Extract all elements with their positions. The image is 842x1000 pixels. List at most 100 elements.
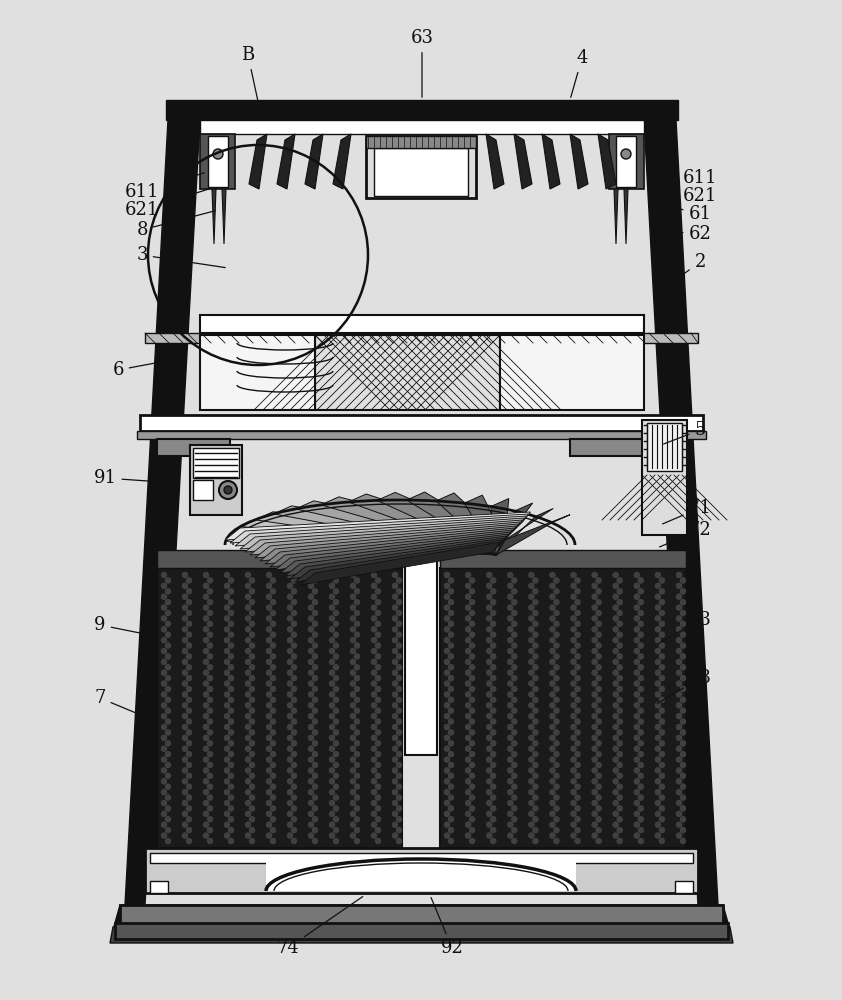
Circle shape [490,610,496,616]
Circle shape [616,795,623,801]
Circle shape [595,577,602,583]
Circle shape [592,800,598,806]
Circle shape [392,691,398,697]
Circle shape [375,653,381,659]
Circle shape [490,577,496,583]
Circle shape [486,724,493,730]
Circle shape [350,605,356,611]
Circle shape [613,713,619,719]
Bar [150,881,168,893]
Circle shape [595,805,602,811]
Polygon shape [145,120,200,890]
Circle shape [511,827,517,833]
Circle shape [249,686,255,692]
Circle shape [165,784,171,790]
Circle shape [676,583,682,589]
Circle shape [287,757,293,763]
Circle shape [224,681,230,687]
Circle shape [186,719,192,725]
Circle shape [659,805,665,811]
Circle shape [396,643,402,649]
Circle shape [354,827,360,833]
Circle shape [371,724,377,730]
Circle shape [613,767,619,773]
Polygon shape [296,501,505,555]
Polygon shape [157,439,230,456]
Circle shape [329,583,335,589]
Circle shape [396,664,402,670]
Circle shape [616,599,623,605]
Circle shape [329,833,335,839]
Circle shape [613,583,619,589]
Circle shape [266,670,272,676]
Circle shape [287,800,293,806]
Circle shape [448,686,454,692]
Circle shape [219,481,237,499]
Circle shape [592,572,598,578]
Circle shape [490,751,496,757]
Circle shape [571,800,577,806]
Circle shape [350,822,356,828]
Circle shape [333,708,339,714]
Circle shape [392,746,398,752]
Circle shape [676,670,682,676]
Circle shape [444,637,450,643]
Circle shape [655,746,661,752]
Circle shape [329,757,335,763]
Circle shape [224,637,230,643]
Circle shape [245,724,251,730]
Bar [440,568,686,848]
Circle shape [308,724,314,730]
Circle shape [550,822,556,828]
Circle shape [616,577,623,583]
Circle shape [396,653,402,659]
Circle shape [448,697,454,703]
Circle shape [165,838,171,844]
Circle shape [165,708,171,714]
Circle shape [469,577,475,583]
Circle shape [550,778,556,784]
Circle shape [511,762,517,768]
Circle shape [371,594,377,600]
Circle shape [396,751,402,757]
Circle shape [228,686,234,692]
Circle shape [638,643,644,649]
Circle shape [676,789,682,795]
Circle shape [207,816,213,822]
Circle shape [224,833,230,839]
Circle shape [634,800,640,806]
Text: 611: 611 [668,169,717,187]
Bar [115,923,728,939]
Circle shape [532,762,538,768]
Circle shape [270,588,276,594]
Circle shape [371,702,377,708]
Circle shape [329,626,335,632]
Circle shape [350,681,356,687]
Circle shape [529,605,535,611]
Circle shape [634,572,640,578]
Text: 7: 7 [94,689,146,717]
Text: 73: 73 [658,611,711,644]
Bar [647,423,682,471]
Circle shape [312,643,318,649]
Circle shape [529,800,535,806]
Circle shape [266,583,272,589]
Circle shape [680,632,686,638]
Circle shape [553,762,559,768]
Circle shape [529,822,535,828]
Circle shape [550,572,556,578]
Circle shape [354,621,360,627]
Circle shape [203,724,209,730]
Circle shape [266,778,272,784]
Circle shape [592,637,598,643]
Circle shape [249,719,255,725]
Circle shape [465,746,471,752]
Circle shape [532,675,538,681]
Circle shape [396,686,402,692]
Circle shape [532,708,538,714]
Bar [200,315,644,333]
Circle shape [680,762,686,768]
Circle shape [638,729,644,735]
Circle shape [486,659,493,665]
Circle shape [308,681,314,687]
